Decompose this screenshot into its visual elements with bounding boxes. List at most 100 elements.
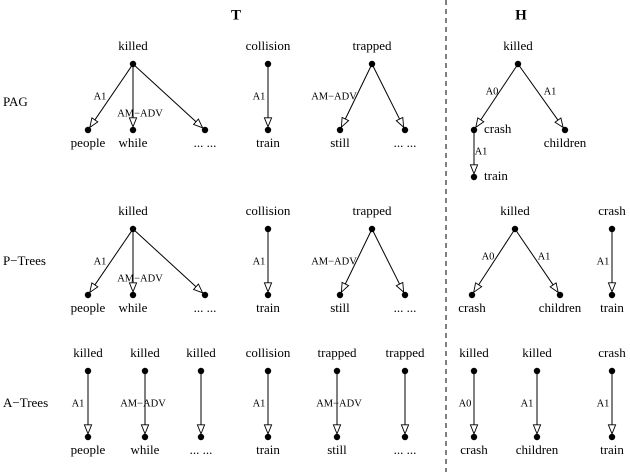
node-label-killed: killed bbox=[503, 38, 533, 53]
edge-label-a0: A0 bbox=[482, 251, 495, 262]
column-header-h: H bbox=[515, 7, 527, 23]
node-dot bbox=[470, 433, 478, 441]
node-dot bbox=[129, 126, 137, 134]
edge: A1 bbox=[253, 64, 273, 129]
edge bbox=[371, 63, 405, 129]
edge-label-a1: A1 bbox=[253, 256, 266, 267]
node-dot bbox=[401, 291, 409, 299]
arrowhead bbox=[263, 282, 273, 294]
node-dot bbox=[129, 60, 137, 68]
tree-node: killed bbox=[459, 345, 489, 375]
edge-label-a0: A0 bbox=[486, 86, 499, 97]
tree-node: crash bbox=[460, 433, 488, 457]
node-dot bbox=[336, 126, 344, 134]
edge-line bbox=[132, 63, 197, 123]
edge: AM−ADV bbox=[117, 64, 163, 129]
tree-node: killed bbox=[130, 345, 160, 375]
node-dot bbox=[264, 60, 272, 68]
tree-node: ... ... bbox=[394, 126, 416, 150]
edge: A1 bbox=[89, 63, 134, 129]
edge-label-a0: A0 bbox=[459, 398, 472, 409]
tree-node: trapped bbox=[386, 345, 425, 375]
node-dot bbox=[264, 225, 272, 233]
node-label-train: train bbox=[256, 135, 280, 150]
edge: A1 bbox=[514, 228, 559, 294]
edge: A0 bbox=[473, 228, 516, 294]
node-dot bbox=[470, 126, 478, 134]
arrowhead bbox=[532, 424, 542, 436]
tree-node: children bbox=[544, 126, 587, 150]
tree-node: still bbox=[330, 291, 350, 315]
arrowhead bbox=[469, 164, 479, 176]
node-dot bbox=[608, 225, 616, 233]
node-label-crash: crash bbox=[458, 300, 486, 315]
edge-line bbox=[94, 63, 134, 121]
node-dot bbox=[84, 291, 92, 299]
tree-node: collision bbox=[246, 203, 291, 233]
row-label-pag: PAG bbox=[3, 94, 28, 109]
node-dot bbox=[141, 367, 149, 375]
edge: A1 bbox=[89, 228, 134, 294]
node-label-item: ... ... bbox=[194, 135, 217, 150]
edge: A1 bbox=[521, 371, 542, 436]
arrowhead bbox=[89, 117, 99, 129]
node-dot bbox=[533, 433, 541, 441]
tree-node: still bbox=[327, 433, 347, 457]
node-dot bbox=[201, 291, 209, 299]
edge-label-a1: A1 bbox=[253, 398, 266, 409]
arrowhead bbox=[89, 282, 99, 294]
tree-node: trapped bbox=[353, 203, 392, 233]
node-dot bbox=[511, 225, 519, 233]
arrowhead bbox=[340, 116, 350, 129]
edge-line bbox=[517, 63, 559, 121]
node-label-killed: killed bbox=[459, 345, 489, 360]
node-label-people: people bbox=[71, 442, 106, 457]
node-label-trapped: trapped bbox=[353, 38, 392, 53]
arrowhead bbox=[263, 424, 273, 436]
row-label-a-trees: A−Trees bbox=[3, 395, 48, 410]
node-label-trapped: trapped bbox=[386, 345, 425, 360]
edge: A0 bbox=[459, 371, 479, 436]
arrowhead bbox=[332, 424, 342, 436]
edge-label-a1: A1 bbox=[475, 146, 488, 157]
arrowhead bbox=[554, 117, 564, 129]
edge-label-am-adv: AM−ADV bbox=[311, 256, 357, 267]
node-label-trapped: trapped bbox=[318, 345, 357, 360]
node-dot bbox=[84, 433, 92, 441]
edge-label-am-adv: AM−ADV bbox=[311, 91, 357, 102]
edge: A1 bbox=[469, 130, 488, 176]
node-label-while: while bbox=[119, 300, 148, 315]
node-dot bbox=[264, 126, 272, 134]
edge-line bbox=[478, 228, 516, 286]
node-dot bbox=[333, 433, 341, 441]
edge bbox=[371, 228, 405, 294]
node-label-killed: killed bbox=[186, 345, 216, 360]
node-label-killed: killed bbox=[522, 345, 552, 360]
node-dot bbox=[264, 433, 272, 441]
arrowhead bbox=[83, 424, 93, 436]
node-label-killed: killed bbox=[500, 203, 530, 218]
tree-node: ... ... bbox=[194, 291, 216, 315]
tree-node: train bbox=[470, 168, 508, 183]
edge-line bbox=[371, 228, 400, 285]
node-label-crash: crash bbox=[598, 203, 626, 218]
tree-node: crash bbox=[598, 203, 626, 233]
edge-label-a1: A1 bbox=[94, 91, 107, 102]
node-label-item: ... ... bbox=[394, 442, 417, 457]
tree-node: train bbox=[256, 291, 280, 315]
arrowhead bbox=[192, 118, 204, 129]
node-label-children: children bbox=[539, 300, 582, 315]
node-label-train: train bbox=[256, 300, 280, 315]
tree-node: children bbox=[539, 291, 582, 315]
edge-label-a1: A1 bbox=[544, 86, 557, 97]
arrowhead bbox=[400, 424, 410, 436]
tree-node: train bbox=[256, 433, 280, 457]
edge-label-am-adv: AM−ADV bbox=[316, 398, 362, 409]
node-dot bbox=[368, 60, 376, 68]
node-dot bbox=[608, 367, 616, 375]
node-label-children: children bbox=[516, 442, 559, 457]
node-label-killed: killed bbox=[118, 38, 148, 53]
row-label-p-trees: P−Trees bbox=[3, 253, 46, 268]
tree-node: killed bbox=[500, 203, 530, 233]
tree-node: crash bbox=[458, 291, 486, 315]
